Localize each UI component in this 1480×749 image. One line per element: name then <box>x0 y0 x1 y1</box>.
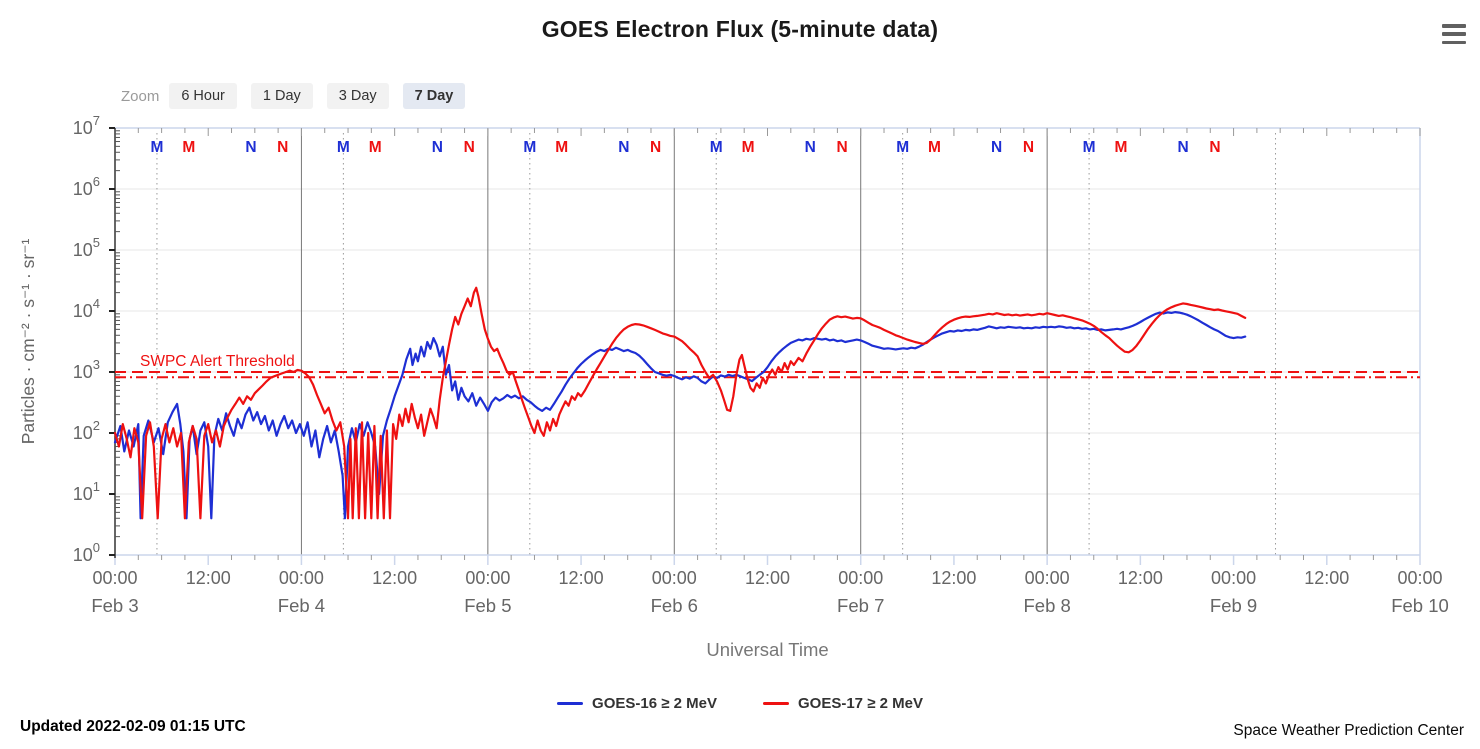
goes16-midnight-marker: M <box>896 139 909 156</box>
goes16-midnight-marker: M <box>1083 139 1096 156</box>
x-axis-time-label: 12:00 <box>186 568 231 588</box>
x-axis-day-label: Feb 5 <box>464 595 511 616</box>
goes16-noon-marker: N <box>805 139 816 156</box>
x-axis-time-label: 12:00 <box>372 568 417 588</box>
x-axis-time-label: 00:00 <box>1211 568 1256 588</box>
x-axis-time-label: 00:00 <box>1025 568 1070 588</box>
swpc-alert-threshold-label: SWPC Alert Threshold <box>140 353 295 370</box>
electron-flux-chart: 100 101 102 103 104 105 106 107 Particles · cm⁻²… <box>18 113 1449 660</box>
x-axis-time-label: 00:00 <box>652 568 697 588</box>
goes17-midnight-marker: M <box>928 139 941 156</box>
y-axis-tick-label: 102 <box>73 418 100 443</box>
x-axis-day-label: Feb 9 <box>1210 595 1257 616</box>
x-axis-time-label: 12:00 <box>931 568 976 588</box>
hamburger-bar <box>1442 40 1466 44</box>
goes16-noon-marker: N <box>245 139 256 156</box>
y-axis-tick-label: 101 <box>73 479 100 504</box>
goes17-noon-marker: N <box>650 139 661 156</box>
goes17-legend-dash <box>763 702 789 705</box>
zoom-preset-controls: Zoom 6 Hour 1 Day 3 Day 7 Day <box>121 83 479 109</box>
goes16-noon-marker: N <box>1177 139 1188 156</box>
x-axis-time-label: 00:00 <box>1397 568 1442 588</box>
goes16-legend-label: GOES-16 ≥ 2 MeV <box>592 695 717 712</box>
updated-timestamp: Updated 2022-02-09 01:15 UTC <box>20 718 246 735</box>
goes17-noon-marker: N <box>277 139 288 156</box>
x-axis-time-label: 12:00 <box>1304 568 1349 588</box>
y-axis-tick-label: 100 <box>73 540 100 565</box>
goes17-midnight-marker: M <box>182 139 195 156</box>
goes16-midnight-marker: M <box>523 139 536 156</box>
goes17-legend-label: GOES-17 ≥ 2 MeV <box>798 695 923 712</box>
goes16-noon-marker: N <box>991 139 1002 156</box>
goes16-noon-marker: N <box>618 139 629 156</box>
goes16-flux-series-line <box>113 311 1247 520</box>
x-axis-day-label: Feb 4 <box>278 595 325 616</box>
goes17-midnight-marker: M <box>742 139 755 156</box>
zoom-preset-button-1-day[interactable]: 1 Day <box>250 83 313 109</box>
page-title: GOES Electron Flux (5-minute data) <box>541 16 939 42</box>
chart-legend: GOES-16 ≥ 2 MeV GOES-17 ≥ 2 MeV <box>0 695 1480 712</box>
y-axis-tick-label: 105 <box>73 235 100 260</box>
goes16-legend-dash <box>557 702 584 705</box>
goes17-noon-marker: N <box>1023 139 1034 156</box>
goes16-midnight-marker: M <box>337 139 350 156</box>
goes17-midnight-marker: M <box>369 139 382 156</box>
y-axis-title: Particles · cm⁻² · s⁻¹ · sr⁻¹ <box>18 239 38 445</box>
legend-item-goes16[interactable]: GOES-16 ≥ 2 MeV <box>557 695 717 712</box>
x-axis-day-label: Feb 3 <box>91 595 138 616</box>
x-axis-day-label: Feb 10 <box>1391 595 1449 616</box>
goes17-midnight-marker: M <box>555 139 568 156</box>
x-axis-time-label: 00:00 <box>279 568 324 588</box>
zoom-preset-button-6-hour[interactable]: 6 Hour <box>169 83 237 109</box>
x-axis-day-label: Feb 8 <box>1023 595 1070 616</box>
y-axis-tick-label: 107 <box>73 113 100 138</box>
goes16-noon-marker: N <box>432 139 443 156</box>
zoom-label: Zoom <box>121 87 160 105</box>
source-attribution: Space Weather Prediction Center <box>1233 722 1464 739</box>
y-axis-tick-label: 104 <box>73 296 100 321</box>
goes17-midnight-marker: M <box>1114 139 1127 156</box>
x-axis-time-label: 00:00 <box>838 568 883 588</box>
hamburger-menu-icon[interactable] <box>1442 24 1466 44</box>
legend-item-goes17[interactable]: GOES-17 ≥ 2 MeV <box>763 695 923 712</box>
x-axis-time-label: 12:00 <box>1118 568 1163 588</box>
goes16-midnight-marker: M <box>710 139 723 156</box>
y-axis-tick-label: 103 <box>73 357 100 382</box>
x-axis-time-label: 00:00 <box>92 568 137 588</box>
goes17-flux-series-line <box>113 286 1247 520</box>
zoom-preset-button-3-day[interactable]: 3 Day <box>326 83 389 109</box>
x-axis-time-label: 00:00 <box>465 568 510 588</box>
goes17-noon-marker: N <box>836 139 847 156</box>
x-axis-day-label: Feb 7 <box>837 595 884 616</box>
hamburger-bar <box>1442 32 1466 36</box>
x-axis-time-label: 12:00 <box>559 568 604 588</box>
x-axis-day-label: Feb 6 <box>651 595 698 616</box>
goes17-noon-marker: N <box>1209 139 1220 156</box>
hamburger-bar <box>1442 24 1466 28</box>
goes16-midnight-marker: M <box>150 139 163 156</box>
zoom-preset-button-7-day[interactable]: 7 Day <box>402 83 466 109</box>
x-axis-title: Universal Time <box>706 639 828 660</box>
goes17-noon-marker: N <box>464 139 475 156</box>
y-axis-tick-label: 106 <box>73 174 100 199</box>
x-axis-time-label: 12:00 <box>745 568 790 588</box>
